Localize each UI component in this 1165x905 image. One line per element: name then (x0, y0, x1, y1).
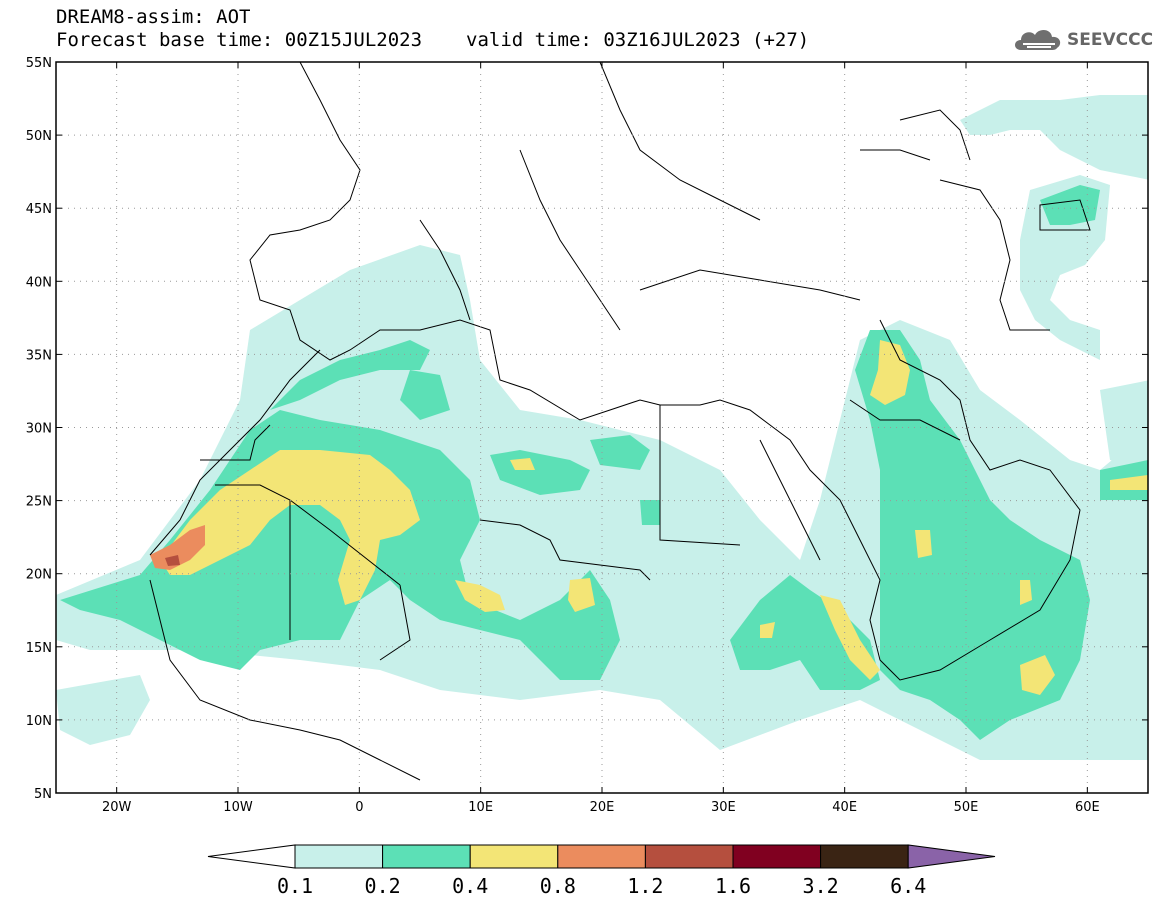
colorbar-level-label: 3.2 (803, 874, 839, 898)
colorbar-box (644, 844, 734, 869)
lon-tick-label: 20W (102, 800, 132, 815)
colorbar-box (469, 844, 559, 869)
colorbar-box (557, 844, 646, 869)
axis-ticks: 55N 50N 45N 40N 35N 30N 25N 20N 15N 10N 5N 20W 10W 0 1… (26, 56, 1148, 815)
lat-tick-label: 30N (26, 422, 52, 437)
colorbar-level-label: 0.1 (277, 874, 313, 898)
gridlines (56, 62, 1148, 793)
colorbar-box (294, 844, 384, 869)
lat-tick-label: 25N (26, 495, 52, 510)
colorbar-right-arrow (907, 844, 996, 869)
lat-tick-label: 5N (34, 787, 52, 802)
colorbar-level-label: 1.6 (715, 874, 751, 898)
colorbar-box (820, 844, 909, 869)
lon-tick-label: 10W (223, 800, 253, 815)
colorbar-boxes (207, 844, 996, 869)
forecast-times: Forecast base time: 00Z15JUL2023 valid ti… (56, 29, 809, 51)
lat-tick-label: 20N (26, 568, 52, 583)
lat-tick-label: 10N (26, 714, 52, 729)
lon-tick-label: 50E (954, 800, 979, 815)
aot-fields (56, 62, 1148, 781)
map-title: DREAM8-assim: AOT (56, 6, 251, 28)
colorbar-left-arrow (207, 844, 296, 869)
colorbar-level-label: 6.4 (890, 874, 926, 898)
lon-tick-label: 30E (711, 800, 736, 815)
lon-tick-label: 40E (832, 800, 857, 815)
colorbar-level-label: 0.4 (452, 874, 488, 898)
lon-tick-label: 60E (1075, 800, 1100, 815)
base-time-label: Forecast base time: 00Z15JUL2023 (56, 29, 423, 51)
colorbar-level-label: 0.2 (365, 874, 401, 898)
valid-time-label: valid time: 03Z16JUL2023 (+27) (466, 29, 810, 51)
lat-tick-label: 55N (26, 56, 52, 71)
lon-tick-label: 20E (590, 800, 615, 815)
lat-tick-label: 40N (26, 275, 52, 290)
cloud-icon (1015, 29, 1061, 50)
lon-tick-label: 0 (355, 800, 363, 815)
lat-tick-label: 45N (26, 202, 52, 217)
colorbar-box (382, 844, 471, 869)
seevccc-logo: SEEVCCC (1011, 22, 1154, 58)
colorbar-level-label: 0.8 (540, 874, 576, 898)
lon-tick-label: 10E (468, 800, 493, 815)
colorbar-labels: 0.1 0.2 0.4 0.8 1.2 1.6 3.2 6.4 (277, 874, 926, 898)
lat-tick-label: 50N (26, 129, 52, 144)
logo-text: SEEVCCC (1067, 30, 1154, 50)
colorbar-box (732, 844, 822, 869)
colorbar-level-label: 1.2 (627, 874, 663, 898)
lat-tick-label: 35N (26, 348, 52, 363)
lat-tick-label: 15N (26, 641, 52, 656)
